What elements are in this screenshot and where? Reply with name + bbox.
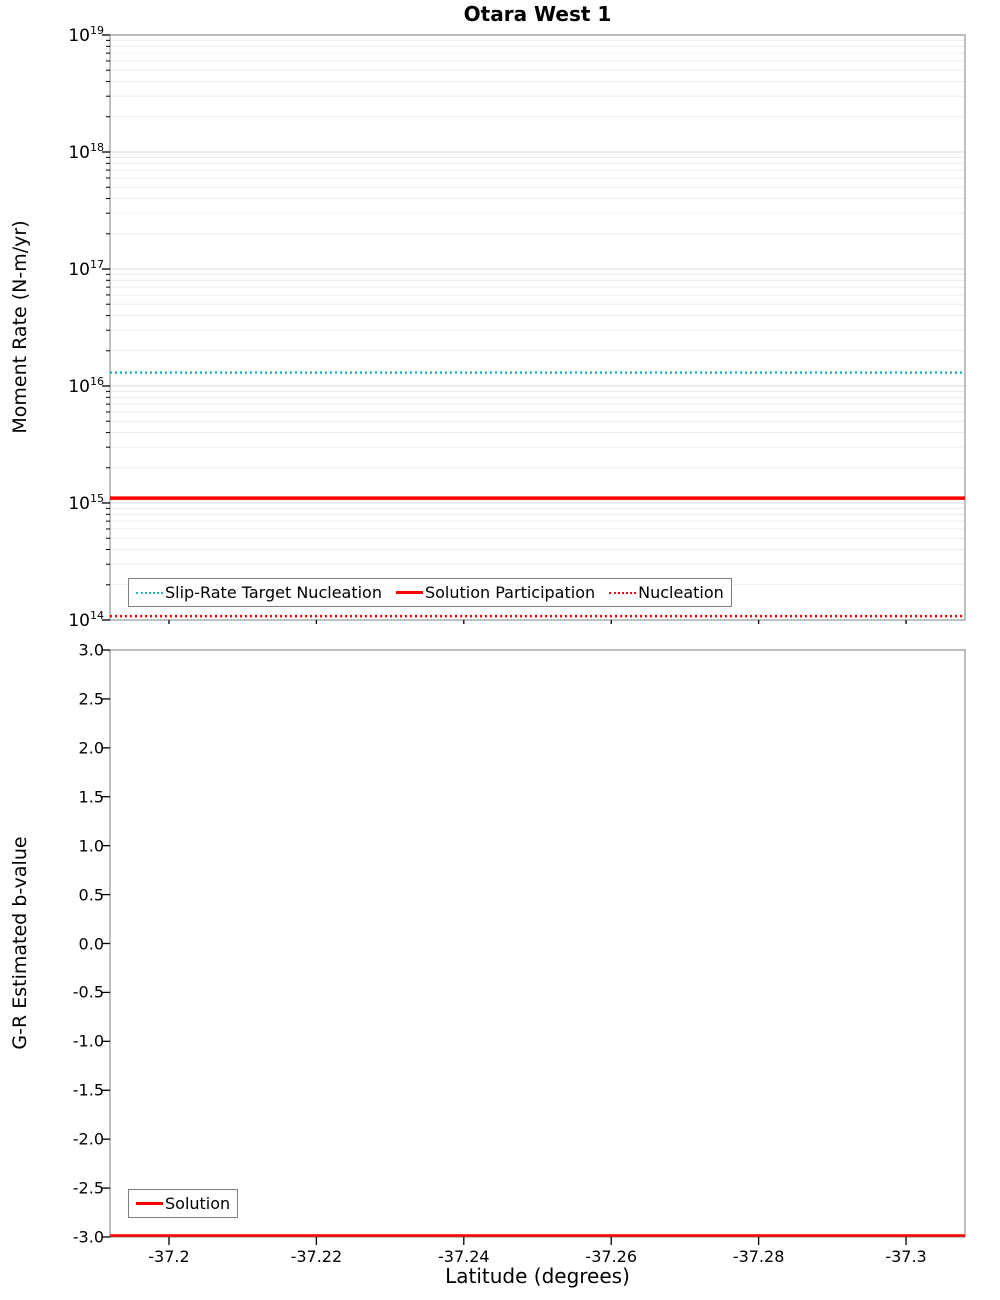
moment-rate-axis-label: Moment Rate (N-m/yr) bbox=[9, 220, 31, 434]
top-legend: Slip-Rate Target Nucleation Solution Part… bbox=[128, 578, 732, 607]
x-tick-label: -37.22 bbox=[290, 1247, 343, 1266]
b-value-axis-label: G-R Estimated b-value bbox=[9, 836, 31, 1050]
x-tick-label: -37.2 bbox=[148, 1247, 190, 1266]
latitude-axis-label: Latitude (degrees) bbox=[445, 1264, 630, 1288]
legend-line-sample bbox=[136, 1202, 163, 1205]
y-tick-label: 2.5 bbox=[78, 689, 104, 709]
bottom-legend: Solution bbox=[128, 1189, 239, 1218]
legend-label: Nucleation bbox=[638, 583, 724, 602]
y-tick-label: 1.0 bbox=[78, 836, 104, 856]
plot-frame bbox=[109, 34, 966, 621]
legend-label: Solution bbox=[165, 1194, 231, 1213]
legend-entry-nucleation: Nucleation bbox=[609, 583, 724, 602]
legend-line-sample bbox=[395, 591, 423, 594]
y-tick-label: 0.5 bbox=[78, 885, 104, 905]
y-tick-label: 1.5 bbox=[78, 787, 104, 807]
y-tick-label: 1017 bbox=[68, 258, 104, 280]
y-tick-label: 1014 bbox=[68, 609, 104, 631]
y-tick-label: -2.0 bbox=[72, 1129, 104, 1149]
legend-line-sample bbox=[136, 591, 163, 594]
y-tick-label: -1.5 bbox=[72, 1080, 104, 1100]
plot-frame bbox=[109, 649, 966, 1238]
legend-entry-slip-rate-target-nucleation: Slip-Rate Target Nucleation bbox=[136, 583, 382, 602]
y-tick-label: -1.0 bbox=[72, 1031, 104, 1051]
x-tick-label: -37.28 bbox=[732, 1247, 785, 1266]
y-tick-label: 0.0 bbox=[78, 934, 104, 953]
y-tick-label: -0.5 bbox=[72, 982, 104, 1002]
y-tick-label: 1019 bbox=[68, 24, 104, 46]
legend-line-sample bbox=[609, 591, 637, 594]
x-tick-label: -37.3 bbox=[885, 1247, 927, 1266]
y-tick-label: 3.0 bbox=[78, 640, 104, 660]
legend-label: Solution Participation bbox=[424, 583, 596, 602]
legend-entry-solution-participation: Solution Participation bbox=[395, 583, 596, 602]
y-tick-label: 2.0 bbox=[78, 738, 104, 758]
x-tick-label: -37.26 bbox=[585, 1247, 637, 1266]
chart-title: Otara West 1 bbox=[463, 2, 612, 26]
x-tick-label: -37.24 bbox=[437, 1247, 490, 1266]
y-tick-label: 1016 bbox=[68, 375, 104, 397]
legend-entry-solution: Solution bbox=[136, 1194, 230, 1213]
y-tick-label: 1015 bbox=[68, 492, 104, 514]
y-tick-label: -3.0 bbox=[72, 1227, 104, 1247]
y-tick-label: -2.5 bbox=[72, 1178, 104, 1198]
y-tick-label: 1018 bbox=[68, 141, 104, 163]
legend-label: Slip-Rate Target Nucleation bbox=[165, 583, 382, 602]
